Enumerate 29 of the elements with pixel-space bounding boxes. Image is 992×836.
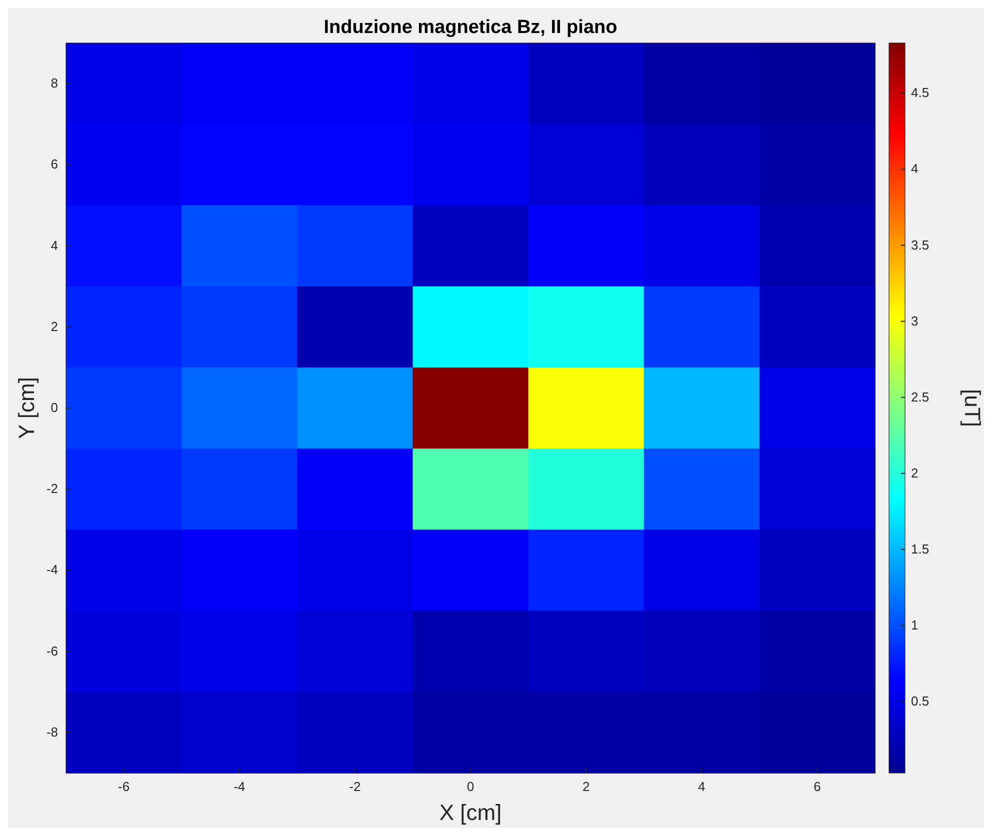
- color-bar-label: 3.5: [911, 237, 930, 252]
- color-bar-label: 4.5: [911, 85, 930, 100]
- y-tick-label: -2: [46, 481, 58, 496]
- x-tick-label: 6: [814, 779, 821, 794]
- color-bar-label: 4: [911, 161, 918, 176]
- color-bar-label: 2: [911, 465, 918, 480]
- y-tick-label: 0: [50, 400, 58, 415]
- y-axis-title: Y [cm]: [14, 377, 39, 439]
- chart-title: Induzione magnetica Bz, II piano: [324, 17, 618, 38]
- y-tick-label: -6: [46, 643, 58, 658]
- x-tick-label: 2: [582, 779, 590, 794]
- y-tick-label: 4: [50, 238, 58, 253]
- color-bar-label: 1: [911, 617, 918, 632]
- color-bar-label: 0.5: [911, 694, 930, 709]
- y-tick-label: 8: [50, 76, 58, 91]
- y-tick-label: 6: [50, 156, 58, 172]
- x-tick-label: -6: [118, 779, 130, 794]
- y-tick-label: -4: [46, 562, 58, 578]
- x-tick-label: -4: [234, 779, 246, 794]
- x-axis-title: X [cm]: [439, 800, 502, 825]
- color-bar-label: 2.5: [911, 389, 930, 404]
- color-bar-title: [uT]: [960, 389, 985, 427]
- color-bar-label: 3: [911, 313, 918, 328]
- x-tick-label: 4: [698, 779, 706, 794]
- y-tick-label: -8: [46, 724, 58, 740]
- x-tick-label: 0: [466, 779, 474, 794]
- y-tick-label: 2: [50, 318, 58, 334]
- x-tick-label: -2: [349, 779, 361, 794]
- color-bar-label: 1.5: [911, 541, 930, 556]
